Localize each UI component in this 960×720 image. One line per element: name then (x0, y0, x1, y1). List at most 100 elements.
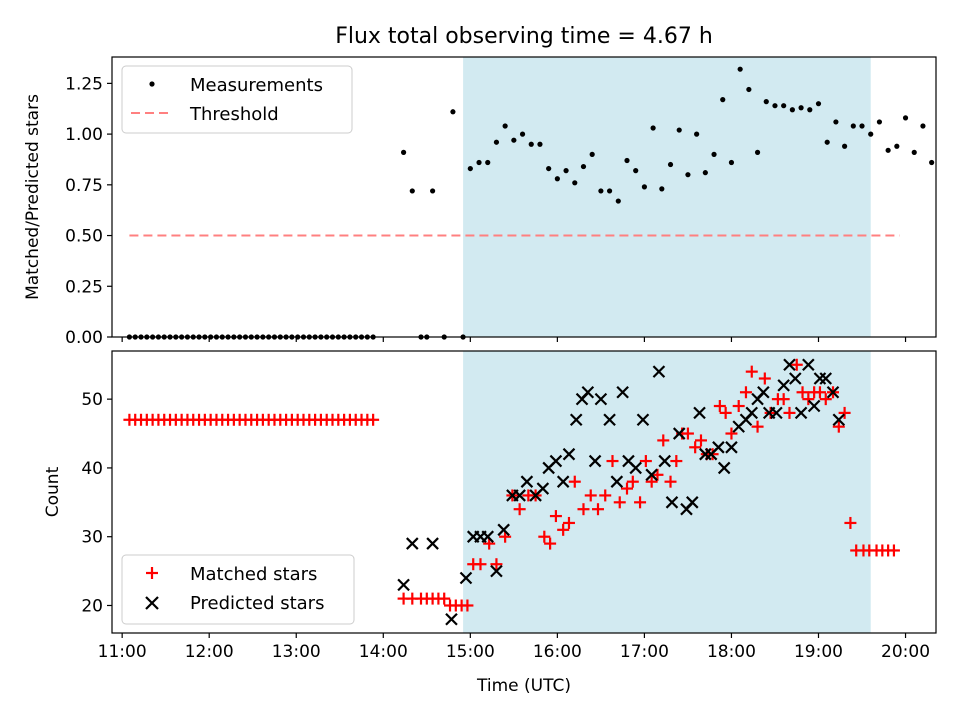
measurement-point (667, 161, 674, 168)
predicted-star-point (636, 413, 650, 427)
matched-star-point (732, 400, 745, 413)
predicted-star-point (826, 385, 840, 399)
predicted-star-point (594, 392, 608, 406)
x-tick-label: 13:00 (272, 642, 321, 662)
measurement-point (409, 188, 415, 194)
predicted-star-point (802, 358, 815, 372)
matched-star-point (568, 475, 581, 488)
predicted-star-point (581, 385, 595, 399)
predicted-star-point (406, 537, 419, 550)
bottom-legend-box (121, 554, 355, 625)
matched-star-point (634, 496, 647, 509)
predicted-star-point (658, 454, 671, 468)
predicted-star-point (536, 482, 550, 495)
top-legend: Measurements Threshold (121, 65, 353, 134)
measurement-point (737, 66, 743, 72)
measurement-point (615, 198, 621, 204)
predicted-stars-points (397, 358, 846, 626)
measurement-point (868, 131, 874, 137)
measurement-point (467, 165, 473, 172)
predicted-star-point (794, 406, 808, 420)
measurement-point (885, 147, 891, 153)
matched-star-point (438, 592, 451, 605)
legend-measurements-marker (149, 81, 155, 87)
measurement-point (511, 137, 517, 143)
measurement-point (641, 184, 648, 190)
top-y-axis-label: Matched/Predicted stars (23, 94, 43, 300)
measurement-point (763, 99, 769, 105)
predicted-star-point (629, 461, 642, 475)
matched-star-point (777, 393, 790, 406)
predicted-star-point (556, 475, 570, 488)
predicted-star-point (426, 537, 439, 550)
predicted-star-point (616, 385, 629, 399)
measurement-point (720, 97, 726, 103)
matched-star-point (751, 420, 764, 433)
chart-title: Flux total observing time = 4.67 h (335, 24, 713, 49)
x-tick-label: 14:00 (359, 642, 408, 662)
measurement-point (546, 165, 552, 172)
predicted-star-point (757, 385, 770, 399)
bottom-y-axis-label: Count (43, 466, 63, 517)
predicted-star-point (569, 413, 583, 427)
matched-star-point (790, 358, 803, 371)
matched-star-point (813, 386, 826, 399)
measurement-point (685, 172, 691, 178)
bottom-axes-frame (111, 350, 937, 634)
matched-star-point (544, 537, 557, 550)
matched-star-point (474, 558, 487, 571)
y-tick-label: 40 (81, 459, 103, 479)
legend-threshold-label: Threshold (189, 104, 279, 125)
predicted-star-point (745, 406, 759, 420)
matched-star-point (783, 406, 796, 419)
predicted-star-point (497, 523, 510, 537)
legend-predicted-marker (145, 596, 159, 610)
measurement-point (929, 159, 935, 166)
measurement-point (807, 107, 813, 113)
matched-star-point (557, 523, 570, 536)
matched-star-point (689, 441, 702, 454)
predicted-star-point (807, 399, 821, 413)
top-x-ticks (121, 337, 907, 342)
predicted-star-point (549, 454, 563, 468)
matched-star-point (832, 420, 845, 433)
measurement-point (598, 188, 604, 194)
top-legend-box (121, 65, 353, 134)
predicted-star-point (672, 427, 686, 440)
matched-star-point (844, 516, 857, 529)
measurement-point (563, 168, 569, 174)
measurement-point (694, 131, 700, 137)
predicted-star-point (665, 496, 679, 509)
legend-measurements-label: Measurements (190, 75, 323, 96)
predicted-star-point (397, 578, 410, 592)
measurement-point (606, 188, 613, 194)
matched-star-point (549, 510, 562, 523)
measurement-point (493, 139, 500, 145)
measurement-point (920, 123, 926, 129)
matched-star-point (657, 434, 670, 447)
x-tick-label: 18:00 (707, 642, 756, 662)
measurement-point (633, 168, 639, 174)
matched-star-point (645, 475, 658, 488)
predicted-star-point (686, 496, 699, 509)
matched-star-point (664, 475, 677, 488)
measurement-point (876, 119, 883, 125)
matched-star-point (538, 530, 551, 543)
matched-star-point (599, 489, 612, 502)
matched-star-point (461, 599, 474, 612)
matched-star-point (713, 400, 726, 413)
measurement-point (519, 131, 526, 137)
x-tick-label: 11:00 (98, 642, 147, 662)
measurement-point (911, 149, 917, 155)
predicted-star-point (520, 475, 534, 488)
top-panel: 0.00 0.25 0.50 0.75 1.00 1.25 Matched/Predict… (23, 56, 937, 348)
x-tick-label: 16:00 (533, 642, 582, 662)
measurement-point (772, 103, 778, 109)
predicted-star-point (588, 454, 602, 468)
matched-star-point (613, 496, 626, 509)
predicted-star-point (783, 358, 796, 372)
x-tick-label: 19:00 (794, 642, 843, 662)
measurement-point (650, 125, 656, 131)
x-tick-label: 12:00 (185, 642, 234, 662)
